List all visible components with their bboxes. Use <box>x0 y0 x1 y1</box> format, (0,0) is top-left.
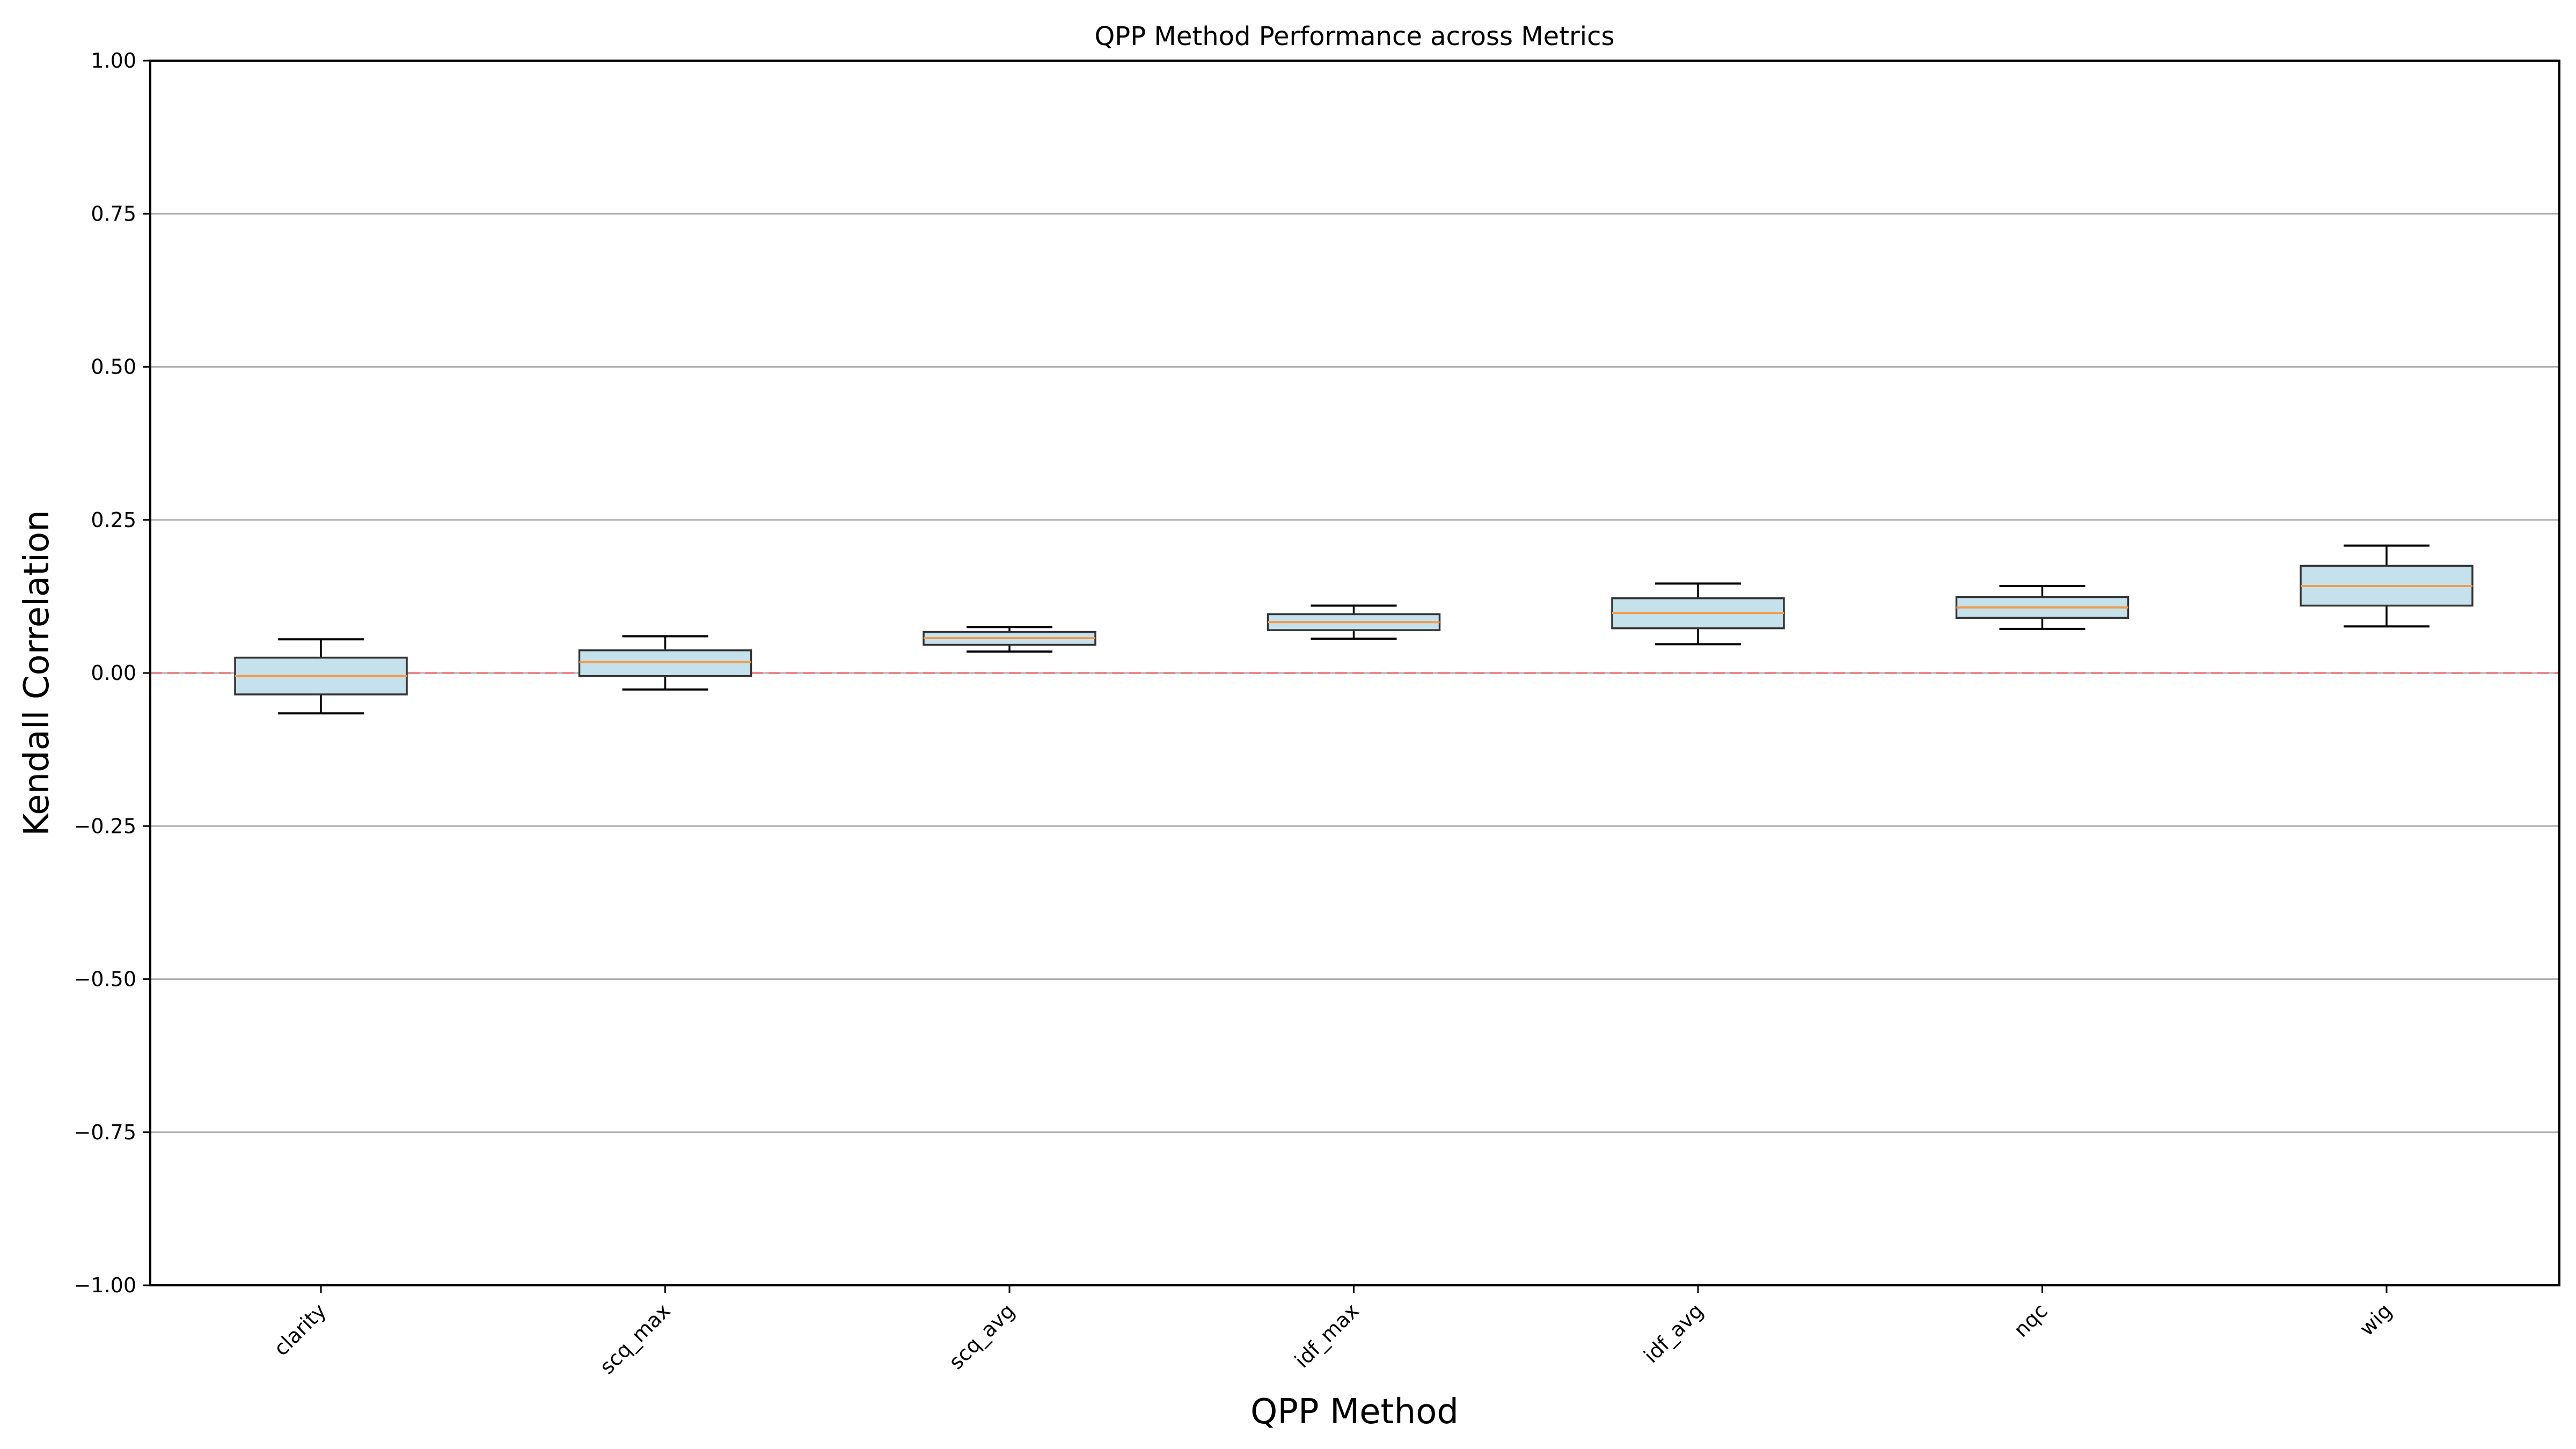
y-tick-label: 1.00 <box>91 49 136 72</box>
y-tick-label: −0.50 <box>74 968 136 991</box>
y-tick-label: 0.00 <box>91 661 136 685</box>
box-clarity <box>234 638 408 715</box>
box-scq_avg <box>923 626 1096 653</box>
y-tick-label: 0.75 <box>91 202 136 225</box>
y-tick-label: −0.25 <box>74 814 136 838</box>
iqr-box <box>578 649 752 677</box>
y-tick-label: −1.00 <box>74 1274 136 1297</box>
x-axis-label: QPP Method <box>1250 1392 1459 1432</box>
y-tick-label: 0.50 <box>91 355 136 379</box>
y-tick-label: −0.75 <box>74 1121 136 1144</box>
y-axis-label: Kendall Correlation <box>17 510 57 836</box>
boxes-layer <box>234 544 2473 715</box>
box-idf_avg <box>1611 582 1785 646</box>
box-idf_max <box>1267 604 1441 640</box>
y-tick-label: 0.25 <box>91 508 136 532</box>
y-axis: 1.00 0.75 0.50 0.25 0.00 −0.25 −0.50 −0.75 −1.00 <box>74 49 150 1297</box>
box-scq_max <box>578 635 752 691</box>
chart-title: QPP Method Performance across Metrics <box>1095 21 1615 52</box>
box-nqc <box>1955 584 2129 630</box>
box-wig <box>2300 544 2473 628</box>
